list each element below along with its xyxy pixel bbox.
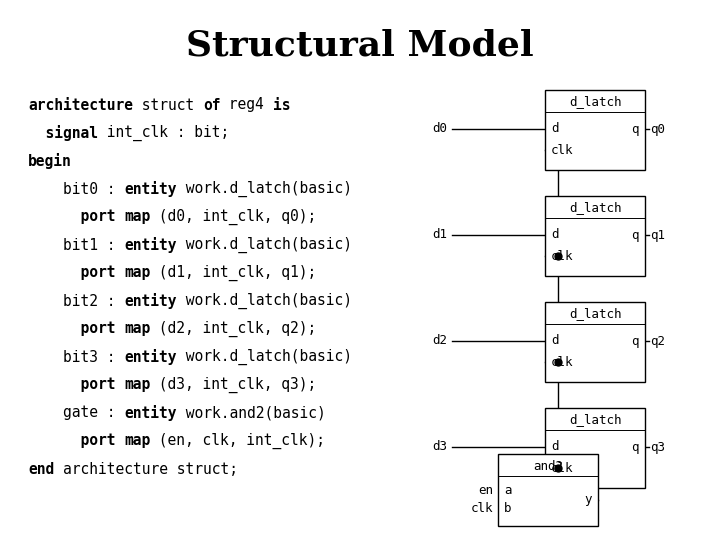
Text: map: map	[125, 434, 150, 449]
Text: clk: clk	[551, 249, 574, 262]
Text: q1: q1	[650, 228, 665, 241]
Text: work.d_latch(basic): work.d_latch(basic)	[176, 181, 352, 197]
Text: q0: q0	[650, 123, 665, 136]
Text: work.d_latch(basic): work.d_latch(basic)	[176, 237, 352, 253]
Text: gate :: gate :	[28, 406, 125, 421]
Text: port: port	[28, 321, 115, 336]
Text: q: q	[631, 334, 639, 348]
Text: d1: d1	[432, 228, 447, 241]
Text: struct;: struct;	[168, 462, 238, 476]
Text: d: d	[551, 123, 559, 136]
Text: work.d_latch(basic): work.d_latch(basic)	[176, 293, 352, 309]
Text: of: of	[203, 98, 220, 112]
Bar	[545, 302, 645, 382]
Text: signal: signal	[28, 125, 98, 141]
Text: bit2 :: bit2 :	[28, 294, 125, 308]
Text: reg4: reg4	[220, 98, 273, 112]
Text: d2: d2	[432, 334, 447, 348]
Text: d_latch: d_latch	[569, 307, 621, 321]
Text: (en, clk, int_clk);: (en, clk, int_clk);	[150, 433, 325, 449]
Text: clk: clk	[470, 503, 493, 516]
Text: y: y	[585, 494, 592, 507]
Text: begin: begin	[28, 153, 72, 169]
Bar	[545, 90, 645, 170]
Text: map: map	[125, 321, 150, 336]
Text: q3: q3	[650, 441, 665, 454]
Text: port: port	[28, 377, 115, 393]
Text: entity: entity	[125, 181, 176, 197]
Text: Structural Model: Structural Model	[186, 28, 534, 62]
Text: work.d_latch(basic): work.d_latch(basic)	[176, 349, 352, 365]
Text: (d0, int_clk, q0);: (d0, int_clk, q0);	[150, 209, 317, 225]
Text: struct: struct	[133, 98, 203, 112]
Text: (d1, int_clk, q1);: (d1, int_clk, q1);	[150, 265, 317, 281]
Bar	[545, 196, 645, 276]
Text: d_latch: d_latch	[569, 96, 621, 109]
Text: d: d	[551, 228, 559, 241]
Text: map: map	[125, 266, 150, 280]
Text: int_clk : bit;: int_clk : bit;	[98, 125, 229, 141]
Text: architecture: architecture	[28, 98, 133, 112]
Text: work.and2(basic): work.and2(basic)	[176, 406, 325, 421]
Text: q: q	[631, 441, 639, 454]
Text: q: q	[631, 228, 639, 241]
Text: clk: clk	[551, 144, 574, 157]
Text: entity: entity	[125, 349, 176, 365]
Text: architecture: architecture	[63, 462, 168, 476]
Text: q: q	[631, 123, 639, 136]
Text: port: port	[28, 266, 115, 280]
Text: d: d	[551, 334, 559, 348]
Text: port: port	[28, 210, 115, 225]
Text: bit3 :: bit3 :	[28, 349, 125, 364]
Text: en: en	[478, 484, 493, 497]
Text: bit1 :: bit1 :	[28, 238, 125, 253]
Text: clk: clk	[551, 462, 574, 475]
Text: (d3, int_clk, q3);: (d3, int_clk, q3);	[150, 377, 317, 393]
Text: port: port	[28, 434, 115, 449]
Text: d_latch: d_latch	[569, 201, 621, 214]
Text: d3: d3	[432, 441, 447, 454]
Text: is: is	[273, 98, 290, 112]
Text: b: b	[504, 503, 511, 516]
Text: entity: entity	[125, 293, 176, 309]
Text: clk: clk	[551, 355, 574, 368]
Text: (d2, int_clk, q2);: (d2, int_clk, q2);	[150, 321, 317, 337]
Text: bit0 :: bit0 :	[28, 181, 125, 197]
Text: and2: and2	[533, 460, 563, 472]
Text: a: a	[504, 484, 511, 497]
Text: d0: d0	[432, 123, 447, 136]
Text: entity: entity	[125, 405, 176, 421]
Text: map: map	[125, 377, 150, 393]
Text: q2: q2	[650, 334, 665, 348]
Text: d: d	[551, 441, 559, 454]
Text: entity: entity	[125, 237, 176, 253]
Text: end: end	[28, 462, 54, 476]
Text: map: map	[125, 210, 150, 225]
Text: d_latch: d_latch	[569, 414, 621, 427]
Bar	[498, 454, 598, 526]
Bar	[545, 408, 645, 488]
